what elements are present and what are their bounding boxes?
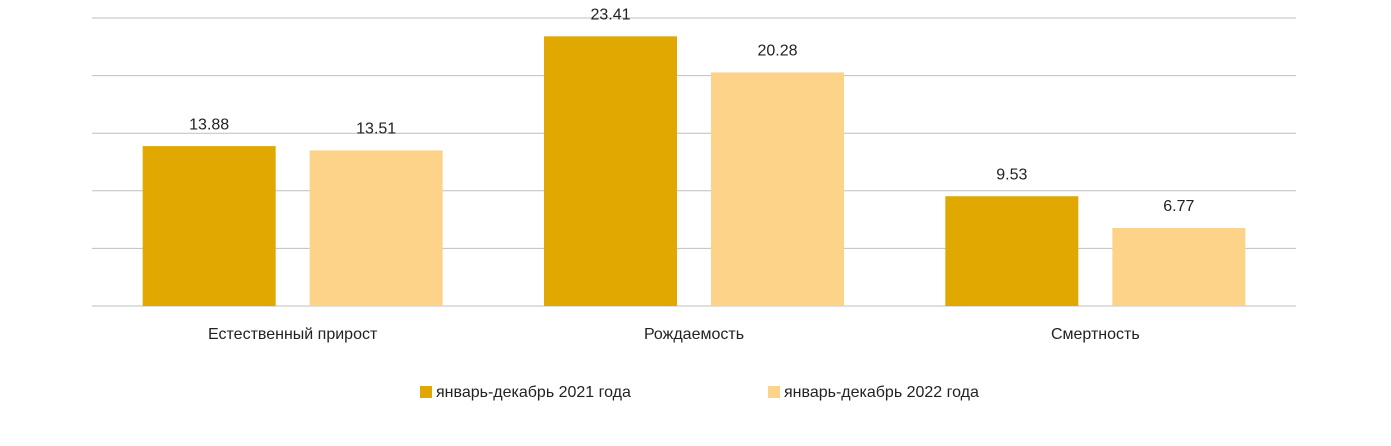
x-tick-label: Рождаемость <box>644 326 744 343</box>
data-label: 9.53 <box>996 166 1027 183</box>
bar <box>1112 228 1246 306</box>
bar <box>309 150 443 306</box>
data-label: 6.77 <box>1163 198 1194 215</box>
legend-swatch <box>768 386 780 398</box>
x-tick-label: Естественный прирост <box>208 326 378 343</box>
bar <box>544 36 677 306</box>
legend-label: январь-декабрь 2021 года <box>436 384 631 401</box>
legend-swatch <box>420 386 432 398</box>
data-label: 23.41 <box>590 7 630 24</box>
legend-label: январь-декабрь 2022 года <box>784 384 979 401</box>
bar <box>142 146 276 306</box>
data-label: 13.51 <box>356 121 396 138</box>
bar <box>945 196 1079 306</box>
x-tick-label: Смертность <box>1051 326 1140 343</box>
data-label: 20.28 <box>757 43 797 60</box>
bar <box>711 72 844 307</box>
data-label: 13.88 <box>189 116 229 133</box>
